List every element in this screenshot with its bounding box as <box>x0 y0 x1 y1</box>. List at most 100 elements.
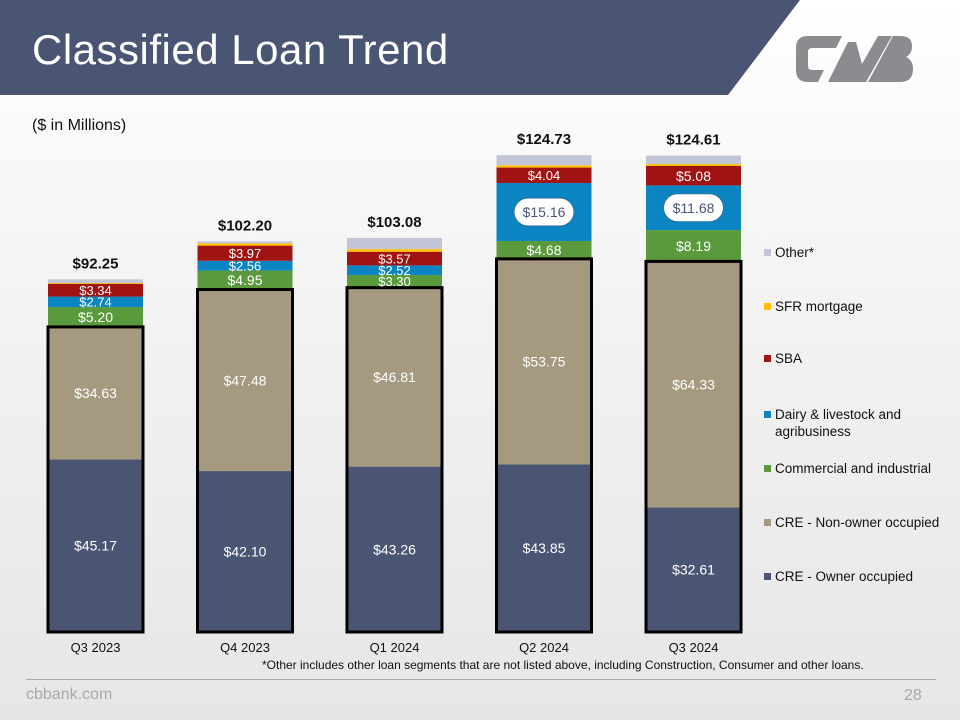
bar-segment-dairy-livestock-and-agribusiness <box>48 296 143 308</box>
legend-swatch <box>764 411 771 418</box>
bar-segment-dairy-livestock-and-agribusiness <box>347 265 442 276</box>
legend-item: Dairy & livestock and agribusiness <box>764 406 943 440</box>
cre-highlight-outline <box>46 325 145 634</box>
legend-swatch <box>764 303 771 310</box>
title-banner <box>0 0 800 95</box>
bar-segment-sfr-mortgage <box>347 249 442 252</box>
x-tick-label: Q2 2024 <box>519 640 569 655</box>
legend-swatch <box>764 465 771 472</box>
bar-segment-sfr-mortgage <box>48 283 143 284</box>
data-label: $53.75 <box>523 354 566 370</box>
footer-url: cbbank.com <box>26 686 113 703</box>
legend-item: SBA <box>764 350 943 367</box>
data-label: $4.68 <box>526 242 561 258</box>
bar-segment-other- <box>197 241 293 244</box>
data-label: $2.52 <box>378 263 411 278</box>
bar-segment-cre-owner-occupied <box>48 459 143 632</box>
cre-highlight-outline <box>495 257 593 634</box>
bar-segment-sfr-mortgage <box>197 243 293 246</box>
callout-bubble <box>513 197 575 227</box>
footer-divider <box>26 679 936 680</box>
legend-label: Other* <box>775 245 815 260</box>
x-tick-label: Q3 2024 <box>669 640 719 655</box>
bar-segment-cre-owner-occupied <box>347 466 442 632</box>
data-label: $46.81 <box>373 369 416 385</box>
cre-highlight-outline <box>196 288 294 634</box>
legend-label: CRE - Owner occupied <box>775 569 914 584</box>
bar-segment-dairy-livestock-and-agribusiness <box>197 260 293 271</box>
data-label: $43.26 <box>373 541 416 557</box>
legend-label: SBA <box>775 351 803 366</box>
legend-item: CRE - Owner occupied <box>764 568 943 585</box>
data-label: $2.56 <box>229 258 262 273</box>
legend-item: SFR mortgage <box>764 298 943 315</box>
data-label: $34.63 <box>74 385 117 401</box>
bar-segment-sfr-mortgage <box>496 165 592 168</box>
bar-segment-cre-owner-occupied <box>646 507 741 632</box>
data-label: $43.85 <box>523 540 566 556</box>
cre-highlight-outline <box>644 259 743 634</box>
total-label: $103.08 <box>367 214 421 231</box>
total-label: $92.25 <box>73 255 119 272</box>
bar-segment-sba <box>347 251 442 266</box>
data-label: $42.10 <box>224 544 267 560</box>
bar-segment-other- <box>646 155 741 165</box>
cre-highlight-outline <box>345 286 444 634</box>
bar-segment-cre-non-owner-occupied <box>347 287 442 467</box>
data-label: $47.48 <box>224 372 267 388</box>
bar-segment-cre-owner-occupied <box>197 471 293 632</box>
data-label: $5.20 <box>78 309 113 325</box>
data-label: $3.57 <box>378 251 411 266</box>
legend-label: CRE - Non-owner occupied <box>775 515 940 530</box>
bar-segment-other- <box>496 155 592 166</box>
footnote: *Other includes other loan segments that… <box>262 658 864 672</box>
legend-swatch <box>764 573 771 580</box>
data-label: $2.74 <box>79 294 112 309</box>
bar-segment-commercial-and-industrial <box>197 270 293 290</box>
data-label: $4.95 <box>227 272 262 288</box>
data-label: $11.68 <box>673 200 715 216</box>
legend-item: Other* <box>764 244 943 261</box>
bar-segment-sba <box>646 166 741 186</box>
legend-item: Commercial and industrial <box>764 460 943 477</box>
bar-segment-cre-non-owner-occupied <box>197 289 293 472</box>
data-label: $4.04 <box>528 168 561 183</box>
legend-swatch <box>764 519 771 526</box>
chart-legend: Other* SFR mortgage SBA Dairy & livestock a… <box>764 236 954 596</box>
page-number: 28 <box>904 687 922 704</box>
cvb-logo-icon <box>796 36 913 82</box>
x-tick-label: Q1 2024 <box>370 640 420 655</box>
bar-segment-cre-non-owner-occupied <box>496 258 592 465</box>
bar-segment-commercial-and-industrial <box>646 230 741 262</box>
data-label: $15.16 <box>523 204 566 220</box>
legend-label: Commercial and industrial <box>775 461 932 476</box>
bar-segment-commercial-and-industrial <box>496 240 592 259</box>
bar-segment-sba <box>496 167 592 184</box>
data-label: $32.61 <box>672 562 715 578</box>
data-label: $3.97 <box>229 246 262 261</box>
page-title: Classified Loan Trend <box>32 26 449 73</box>
data-label: $3.30 <box>378 274 411 289</box>
data-label: $8.19 <box>676 238 711 254</box>
total-label: $124.61 <box>666 132 720 149</box>
total-label: $102.20 <box>218 217 272 234</box>
legend-label: SFR mortgage <box>775 299 863 314</box>
data-label: $5.08 <box>676 168 711 184</box>
legend-swatch <box>764 249 771 256</box>
bar-segment-cre-non-owner-occupied <box>646 261 741 508</box>
x-tick-label: Q4 2023 <box>220 640 270 655</box>
legend-label: Dairy & livestock and agribusiness <box>775 407 902 439</box>
units-label: ($ in Millions) <box>32 117 127 134</box>
legend-item: CRE - Non-owner occupied <box>764 514 943 531</box>
data-label: $64.33 <box>672 376 715 392</box>
bar-segment-other- <box>347 237 442 250</box>
x-tick-label: Q3 2023 <box>71 640 121 655</box>
callout-bubble <box>663 193 724 223</box>
bar-segment-sba <box>197 245 293 261</box>
data-label: $45.17 <box>74 538 117 554</box>
bar-segment-commercial-and-industrial <box>347 275 442 288</box>
bar-segment-other- <box>48 279 143 284</box>
bar-segment-commercial-and-industrial <box>48 307 143 327</box>
legend-swatch <box>764 355 771 362</box>
